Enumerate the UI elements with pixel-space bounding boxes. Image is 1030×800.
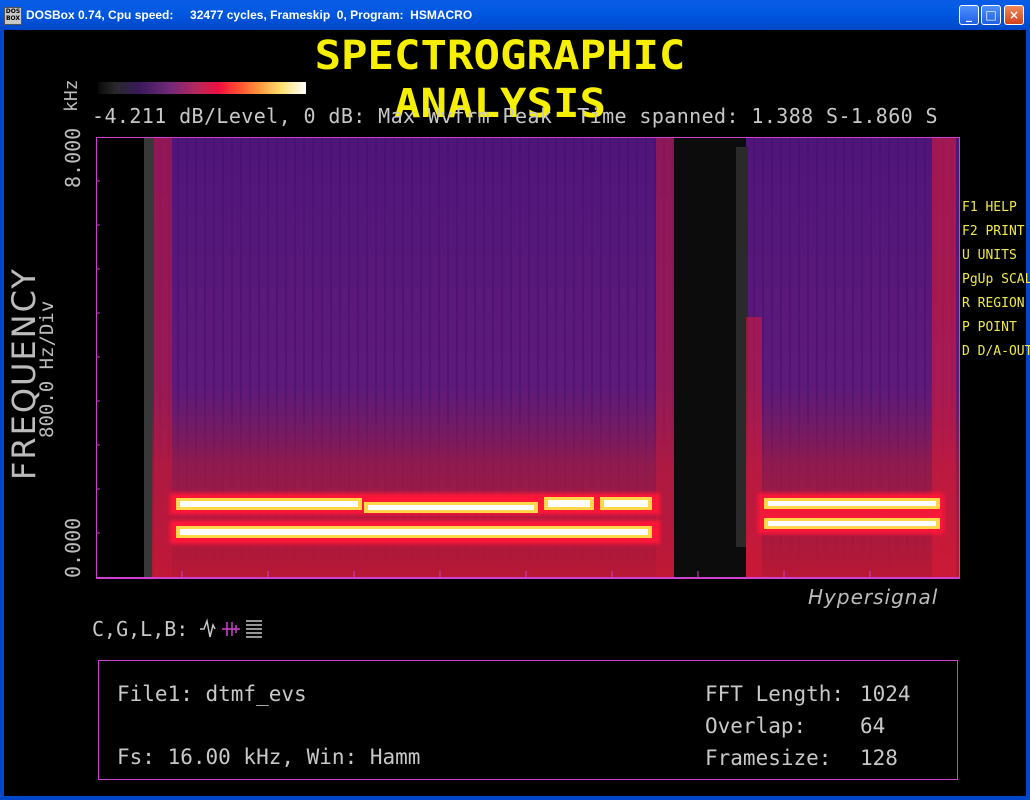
window-frame-right [1026,30,1030,800]
framesize-label: Framesize: [705,746,832,770]
minimize-button[interactable]: _ [959,5,979,25]
framesize-value: 128 [860,746,898,770]
fkey-units[interactable]: U UNITS [962,248,1017,263]
cursor-icon[interactable] [222,622,240,636]
file-info-panel: File1: dtmf_evs Fs: 16.00 kHz, Win: Hamm… [98,660,958,780]
close-button[interactable]: × [1004,5,1024,25]
window-frame-bottom [0,796,1030,800]
app-title: SPECTROGRAPHIC ANALYSIS [314,32,686,127]
grid-lines-icon[interactable] [246,620,262,638]
y-axis-min-label: 0.000 [61,517,85,578]
cglb-label: C,G,L,B: [92,617,189,641]
fft-length-value: 1024 [860,682,911,706]
function-key-menu: F1 HELP F2 PRINT U UNITS PgUp SCALE R RE… [962,196,1030,364]
maximize-button[interactable]: □ [981,5,1001,25]
overlap-label: Overlap: [705,714,807,738]
fkey-print[interactable]: F2 PRINT [962,224,1025,239]
dosbox-app-icon[interactable]: DOS BOX [4,7,22,25]
hypersignal-brand: Hypersignal [808,585,939,609]
fkey-help[interactable]: F1 HELP [962,200,1017,215]
y-axis-unit: kHz [61,79,82,112]
sample-rate-text: Fs: 16.00 kHz, Win: Hamm [117,745,421,769]
overlap-value: 64 [860,714,886,738]
analysis-info-line: -4.211 dB/Level, 0 dB: Max Wvfrm Peak Ti… [92,104,938,128]
window-title: DOSBox 0.74, Cpu speed: 32477 cycles, Fr… [26,8,473,22]
fkey-point[interactable]: P POINT [962,320,1017,335]
window-titlebar[interactable]: DOS BOX DOSBox 0.74, Cpu speed: 32477 cy… [0,0,1030,30]
spectrogram-plot[interactable] [96,137,960,579]
fft-length-label: FFT Length: [705,682,845,706]
file-name-text: File1: dtmf_evs [117,682,307,706]
level-color-scale [98,82,306,94]
fkey-region[interactable]: R REGION [962,296,1025,311]
spectrogram-canvas [96,137,960,579]
cglb-icon-group [198,617,268,645]
fkey-da-out[interactable]: D D/A-OUT [962,344,1030,359]
window-frame-left [0,30,4,800]
fkey-scale[interactable]: PgUp SCALE [962,272,1030,287]
waveform-icon[interactable] [200,618,216,638]
